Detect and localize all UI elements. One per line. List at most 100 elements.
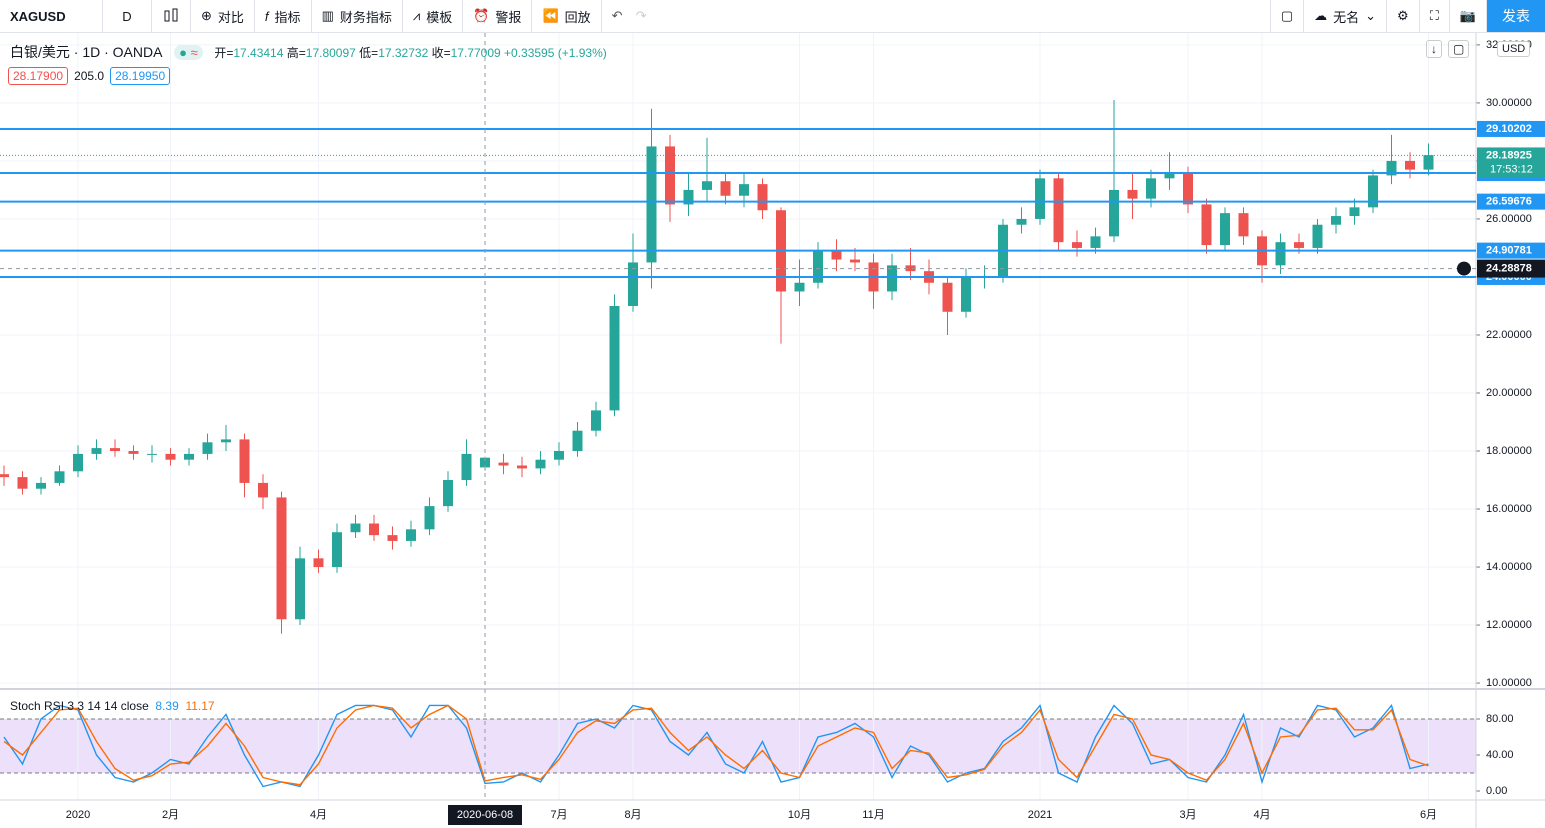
x-tick-label: 3月 [1179,809,1196,821]
candle-body [905,265,916,272]
candle-body [406,529,416,541]
candle-body [295,558,305,620]
y-tick-label: 16.00000 [1486,503,1532,515]
publish-button[interactable]: 发表 [1487,0,1545,32]
ohlc-value: 17.77009 [450,46,501,60]
candle-body [480,457,490,468]
label: 指标 [274,9,301,25]
crosshair-price-bg [1477,259,1545,278]
toolbar-item[interactable]: ⏰ 警报 [463,0,533,32]
y-tick-label: 26.00000 [1486,213,1532,225]
candle-body [110,448,120,452]
layout-name[interactable]: ☁ 无名 ⌄ [1304,0,1388,32]
candle-body [887,265,897,292]
x-tick-label: 6月 [1420,809,1437,821]
undo[interactable]: ↶ ↷ [611,8,647,23]
candle-body [683,189,694,205]
x-tick-label: 4月 [310,809,327,821]
x-tick-label: 8月 [624,809,641,821]
candle-body [1164,172,1175,179]
candle-body [572,430,583,452]
candle-body [276,497,287,620]
x-tick-label: 10月 [788,809,811,821]
candle-body [1016,218,1027,225]
toolbar-item[interactable]: ⩘ 模板 [403,0,464,32]
candle-body [36,482,46,489]
candle-body [1349,207,1360,217]
collapse[interactable]: ↓ [1426,40,1442,58]
candle-body [1312,224,1323,248]
candle-body [850,259,860,263]
fullscreen[interactable]: ⛶ [1420,0,1450,32]
chart-style[interactable] [152,0,191,32]
snapshot[interactable]: 📷 [1450,0,1487,32]
candle-body [1035,178,1045,219]
toolbar-item[interactable]: ⊕ 对比 [191,0,255,32]
candle-body [831,250,842,260]
bid[interactable]: 28.17900 [8,67,69,85]
candle-body [443,480,453,507]
add-button [1457,261,1471,276]
candle-body [258,482,268,498]
interval[interactable]: D [103,0,152,32]
y-tick-label: 14.00000 [1486,561,1532,573]
x-tick-label: 11月 [862,809,884,821]
candle-body [1220,213,1230,246]
toolbar-item[interactable]: ▥ 财务指标 [312,0,403,32]
candle-body [1331,216,1341,225]
currency[interactable]: USD [1497,41,1531,57]
indicator-value: 11.17 [185,699,215,713]
candle-body [1275,242,1286,266]
change: +0.33595 [504,46,555,60]
settings[interactable]: ⚙ [1387,0,1420,32]
layout-button[interactable]: ▢ [1269,0,1305,32]
candle-body [350,523,361,533]
candle-body [147,453,157,455]
quote-row: 28.17900 205.0 28.19950 [8,67,176,85]
ohlc-value: 17.80097 [305,46,356,60]
y-tick-label: 12.00000 [1486,619,1532,631]
candle-body [1109,189,1119,237]
candle-body [1423,155,1434,170]
level-label: 26.59676 [1486,196,1532,208]
candle-body [720,181,731,196]
candle-body [1238,213,1249,237]
candle-body [739,184,749,196]
symbol[interactable]: XAGUSD [0,0,103,32]
candle-body [73,453,83,472]
ohlc-label: 低= [359,46,379,60]
candle-body [665,146,675,205]
ohlc-value: 17.43414 [233,46,284,60]
candle-body [1090,236,1101,248]
last-price-label: 28.18925 [1486,149,1532,161]
y-tick-label: 30.00000 [1486,97,1532,109]
y-tick-label: 22.00000 [1486,329,1532,341]
candle-body [128,451,139,454]
label: 财务指标 [339,9,392,25]
candle-body [813,250,823,283]
toolbar-item[interactable]: ⏪ 回放 [532,0,602,32]
ohlc-label: 开= [214,46,234,60]
crosshair-date-bg [448,805,522,825]
ohlc-label: 高= [286,46,306,60]
candle-body [1386,160,1397,176]
candle-body [1146,178,1156,199]
candle-body [202,442,213,454]
level-label: 29.10202 [1486,123,1532,135]
status[interactable]: ● ≈ [174,45,203,60]
toolbar-item[interactable]: f 指标 [255,0,312,32]
candle-body [1405,160,1415,170]
candle-body [961,276,971,312]
candle-body [757,184,768,211]
candle-body [221,439,231,443]
maximize[interactable]: ▢ [1448,40,1470,58]
x-tick-label: 2月 [162,809,179,821]
candle-body [1294,242,1304,248]
candle-body [461,453,472,481]
candle-body [591,410,601,431]
ask[interactable]: 28.19950 [110,67,171,85]
y-tick-label: 0.00 [1486,785,1507,797]
y-tick-label: 80.00 [1486,713,1514,725]
